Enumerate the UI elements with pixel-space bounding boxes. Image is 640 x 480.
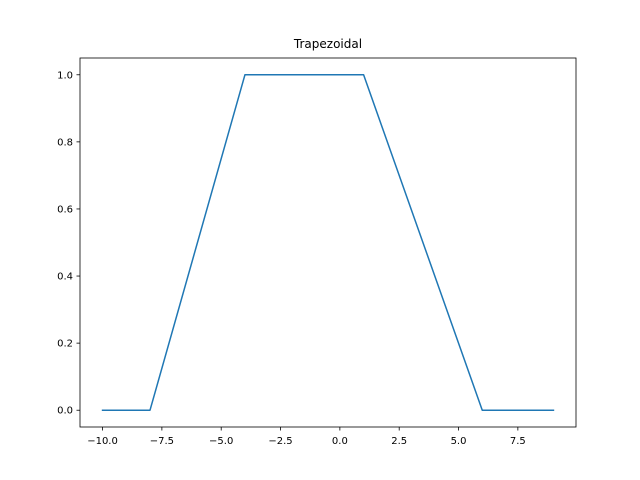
plot-area-frame: [79, 57, 577, 428]
series-layer: [101, 74, 555, 411]
y-tick-label: 0.6: [57, 204, 73, 215]
y-axis-ticks: 0.0 0.2 0.4 0.6 0.8 1.0: [57, 70, 80, 417]
x-tick-label: −2.5: [268, 436, 292, 447]
chart-title: Trapezoidal: [293, 37, 362, 51]
y-tick-label: 0.8: [57, 137, 73, 148]
x-tick-label: −7.5: [150, 436, 174, 447]
x-tick-label: −5.0: [209, 436, 233, 447]
x-axis-ticks: −10.0 −7.5 −5.0 −2.5 0.0 2.5 5.0 7.5: [87, 427, 526, 447]
x-tick-label: 0.0: [332, 436, 348, 447]
y-tick-label: 0.4: [57, 272, 73, 283]
y-tick-label: 0.2: [57, 339, 73, 350]
series-line: [101, 74, 555, 411]
y-tick-label: 1.0: [57, 70, 73, 81]
y-tick-label: 0.0: [57, 406, 73, 417]
x-tick-label: −10.0: [87, 436, 118, 447]
x-tick-label: 2.5: [391, 436, 407, 447]
x-tick-label: 5.0: [451, 436, 467, 447]
x-tick-label: 7.5: [510, 436, 526, 447]
